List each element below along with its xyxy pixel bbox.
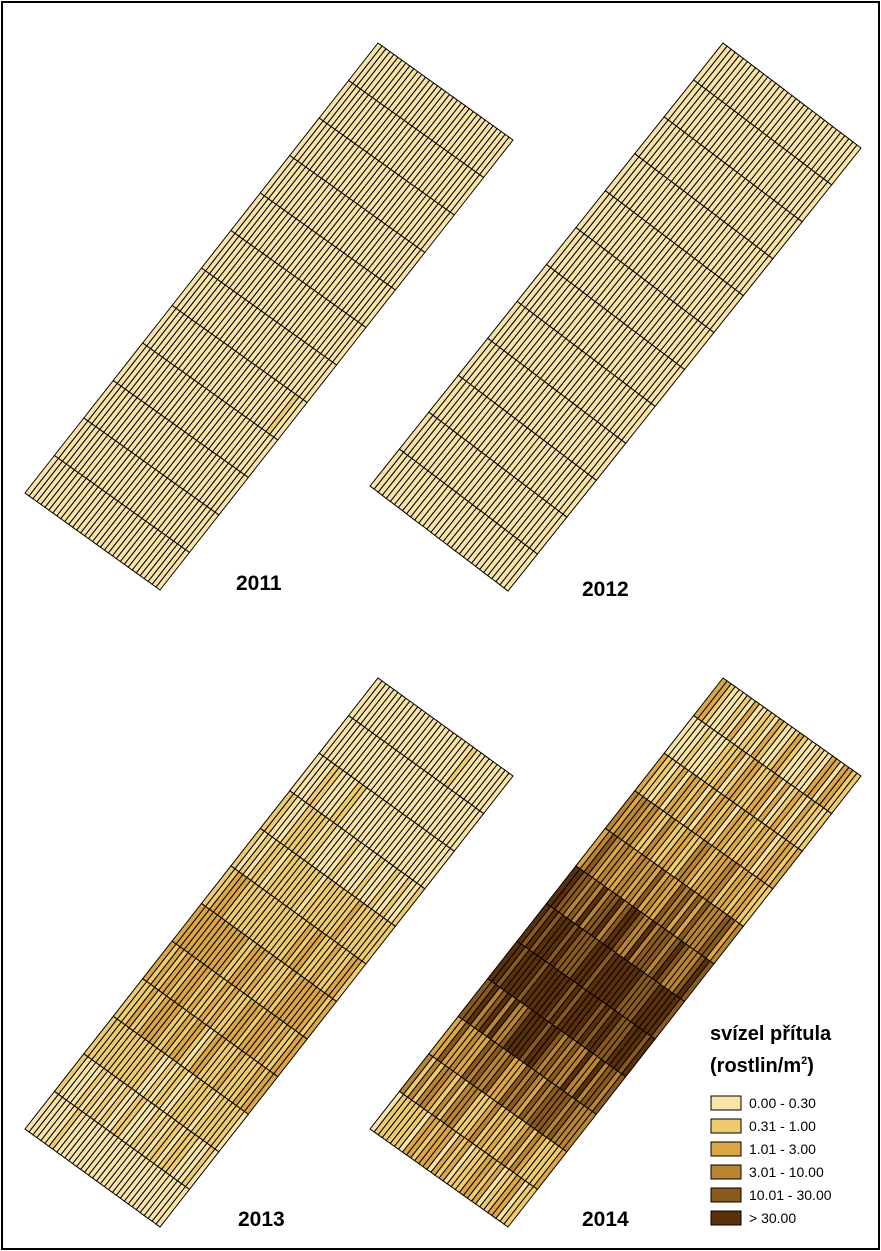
legend-title-line2: (rostlin/m2) <box>710 1055 814 1077</box>
legend-swatch-2 <box>710 1141 742 1157</box>
legend-swatch-5 <box>710 1210 742 1226</box>
map-2013 <box>24 677 514 1228</box>
legend-label-0: 0.00 - 0.30 <box>749 1095 816 1111</box>
legend-label-1: 0.31 - 1.00 <box>749 1118 816 1134</box>
grid-cell <box>24 1090 60 1133</box>
map-2012 <box>369 42 862 592</box>
grid-cell <box>369 1090 405 1133</box>
legend-label-4: 10.01 - 30.00 <box>749 1187 832 1203</box>
map-2011 <box>24 42 514 591</box>
legend: svízel přítula (rostlin/m2) 0.00 - 0.30 … <box>710 1023 832 1226</box>
year-label-2012: 2012 <box>582 578 629 601</box>
legend-swatch-1 <box>710 1118 742 1134</box>
legend-label-3: 3.01 - 10.00 <box>749 1164 824 1180</box>
map-2014 <box>369 677 862 1228</box>
legend-swatch-4 <box>710 1187 742 1203</box>
year-label-2011: 2011 <box>236 572 282 595</box>
legend-label-2: 1.01 - 3.00 <box>749 1141 816 1157</box>
year-label-2014: 2014 <box>582 1208 629 1231</box>
legend-title-line1: svízel přítula <box>710 1023 832 1045</box>
grid-cell <box>369 448 405 490</box>
legend-swatch-0 <box>710 1095 742 1111</box>
legend-label-5: > 30.00 <box>749 1210 796 1226</box>
year-label-2013: 2013 <box>238 1208 285 1231</box>
legend-swatch-3 <box>710 1164 742 1180</box>
grid-cell <box>24 454 60 497</box>
